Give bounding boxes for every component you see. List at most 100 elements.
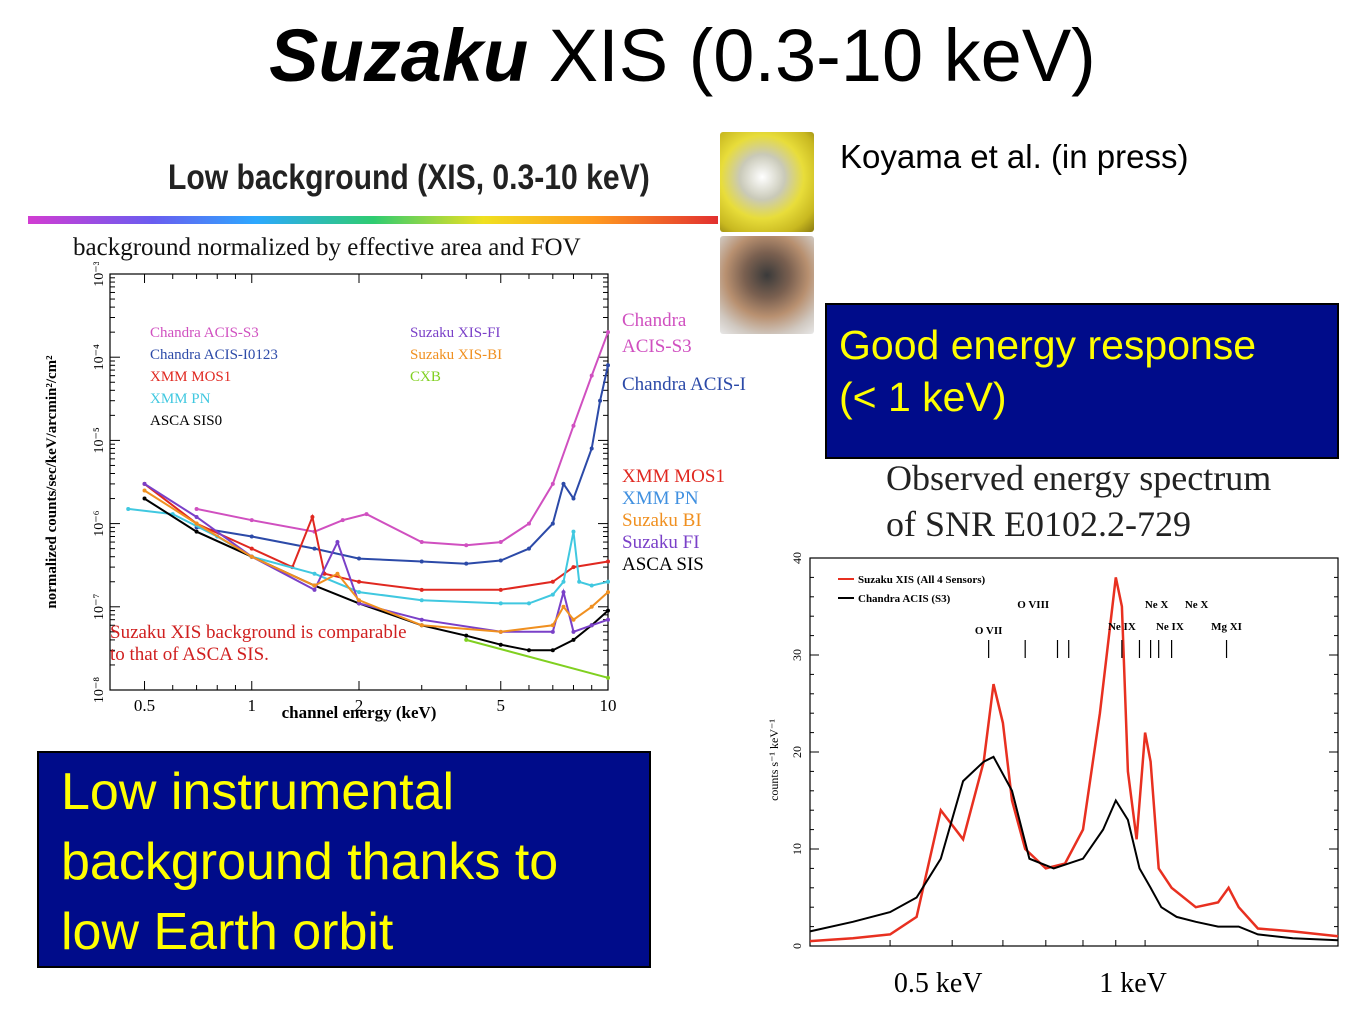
line-label-mg-xi: Mg XI (1211, 621, 1242, 633)
data-point-chandra-acis-s3 (464, 543, 469, 548)
right-label-xmm-pn: XMM PN (622, 488, 699, 509)
y-axis-label: normalized counts/sec/keV/arcmin²/cm² (44, 355, 60, 609)
data-point-chandra-acis-i0123 (312, 546, 317, 551)
data-point-xmm-mos1 (550, 579, 555, 584)
data-point-chandra-acis-s3 (571, 423, 576, 428)
xis-sensor-photo (720, 236, 814, 334)
data-point-suzaku-xis-bi (249, 554, 254, 559)
data-point-xmm-pn (577, 579, 582, 584)
legend-chandra-acis-i0123: Chandra ACIS-I0123 (150, 347, 278, 363)
data-point-chandra-acis-i0123 (550, 521, 555, 526)
data-point-xmm-mos1 (571, 565, 576, 570)
y-tick-label: 30 (790, 649, 804, 661)
x-tick-label: 10 (600, 696, 617, 715)
data-point-suzaku-xis-bi (498, 629, 503, 634)
data-point-suzaku-xis-fi (571, 629, 576, 634)
data-point-asca-sis0 (498, 642, 503, 647)
left-panel-subtitle: background normalized by effective area … (73, 234, 581, 261)
series-line-xmm-pn (128, 507, 609, 605)
data-point-cxb (464, 637, 469, 642)
series-line-suzaku-xis-all-4-sensors (809, 577, 1339, 943)
data-point-suzaku-xis-bi (312, 583, 317, 588)
data-point-xmm-mos1 (310, 515, 315, 520)
data-point-chandra-acis-i0123 (249, 534, 254, 539)
x-tick-label: 1 (248, 696, 257, 715)
data-point-chandra-acis-s3 (498, 540, 503, 545)
data-point-xmm-pn (561, 579, 566, 584)
background-callout-line-2: background thanks to (61, 833, 559, 891)
slide-title-italic: Suzaku (269, 14, 529, 97)
legend-suzaku-xis-all-4-sensors: Suzaku XIS (All 4 Sensors) (858, 574, 985, 586)
series-line-chandra-acis-i0123 (196, 365, 609, 565)
slide-title-rest: XIS (0.3-10 keV) (528, 14, 1096, 97)
line-label-o-vii: O VII (975, 625, 1003, 637)
data-point-chandra-acis-s3 (194, 506, 199, 511)
line-label-ne-ix: Ne IX (1108, 621, 1136, 633)
data-point-suzaku-xis-fi (194, 515, 199, 520)
data-point-asca-sis0 (194, 529, 199, 534)
right-label-chandra: Chandra (622, 310, 687, 331)
legend-xmm-pn: XMM PN (150, 391, 211, 407)
legend-suzaku-xis-fi: Suzaku XIS-FI (410, 325, 500, 341)
data-point-chandra-acis-i0123 (498, 558, 503, 563)
x-tick-label: 0.5 keV (894, 968, 983, 999)
data-point-xmm-pn (526, 601, 531, 606)
data-point-xmm-pn (126, 506, 131, 511)
data-point-suzaku-xis-bi (419, 623, 424, 628)
data-point-chandra-acis-s3 (606, 330, 610, 335)
rainbow-divider (28, 216, 718, 224)
data-point-suzaku-xis-bi (589, 604, 594, 609)
legend-chandra-acis-s3: Chandra ACIS (S3) (858, 593, 951, 605)
data-point-xmm-mos1 (357, 579, 361, 584)
right-panel-heading: Observed energy spectrum of SNR E0102.2-… (886, 455, 1271, 547)
line-label-o-viii: O VIII (1017, 599, 1049, 611)
data-point-suzaku-xis-bi (194, 521, 199, 526)
plot-frame (809, 557, 1339, 947)
right-heading-line-1: Observed energy spectrum (886, 458, 1272, 498)
x-tick-label: 5 (497, 696, 506, 715)
y-axis-label: counts s⁻¹ keV⁻¹ (767, 719, 781, 801)
left-panel-heading: Low background (XIS, 0.3-10 keV) (168, 158, 650, 197)
series-line-chandra-acis-s3 (809, 755, 1339, 942)
y-tick-label: 10⁻⁵ (92, 427, 107, 453)
energy-callout-line-2: (< 1 keV) (839, 374, 1007, 420)
data-point-xmm-pn (589, 583, 594, 588)
data-point-suzaku-xis-bi (335, 571, 340, 576)
data-point-suzaku-xis-fi (606, 617, 610, 622)
series-line-chandra-acis-s3 (196, 331, 609, 547)
line-label-ne-x: Ne X (1145, 599, 1169, 611)
legend-asca-sis0: ASCA SIS0 (150, 413, 222, 429)
data-point-xmm-pn (571, 529, 576, 534)
data-point-suzaku-xis-fi (312, 587, 317, 592)
data-point-xmm-pn (357, 590, 361, 595)
data-point-suzaku-xis-fi (357, 601, 361, 606)
data-point-suzaku-xis-fi (335, 540, 340, 545)
y-tick-label: 10⁻⁴ (92, 344, 107, 370)
data-point-suzaku-xis-bi (142, 488, 147, 493)
data-point-xmm-pn (498, 601, 503, 606)
data-point-asca-sis0 (142, 496, 147, 501)
annotation-line: to that of ASCA SIS. (110, 644, 269, 665)
data-point-chandra-acis-i0123 (526, 546, 531, 551)
data-point-xmm-pn (550, 592, 555, 597)
data-point-suzaku-xis-fi (589, 623, 594, 628)
line-label-ne-ix: Ne IX (1156, 621, 1184, 633)
data-point-chandra-acis-s3 (589, 373, 594, 378)
xis-instrument-photo (720, 132, 814, 232)
data-point-chandra-acis-i0123 (606, 363, 610, 368)
right-label-acis-s3: ACIS-S3 (622, 336, 692, 357)
y-tick-label: 10⁻⁶ (92, 510, 107, 536)
x-axis-label: channel energy (keV) (282, 703, 437, 722)
data-point-suzaku-xis-bi (357, 598, 361, 603)
data-point-suzaku-xis-fi (419, 617, 424, 622)
x-tick-label: 1 keV (1099, 968, 1167, 999)
x-tick-label: 2 (355, 696, 364, 715)
low-background-callout: Low instrumental background thanks to lo… (37, 751, 651, 968)
right-heading-line-2: of SNR E0102.2-729 (886, 504, 1191, 544)
data-point-suzaku-xis-fi (561, 590, 566, 595)
background-callout-line-1: Low instrumental (61, 763, 455, 821)
data-point-xmm-mos1 (606, 559, 610, 564)
y-tick-label: 10⁻⁸ (92, 677, 107, 703)
data-point-asca-sis0 (571, 637, 576, 642)
legend-cxb: CXB (410, 369, 441, 385)
